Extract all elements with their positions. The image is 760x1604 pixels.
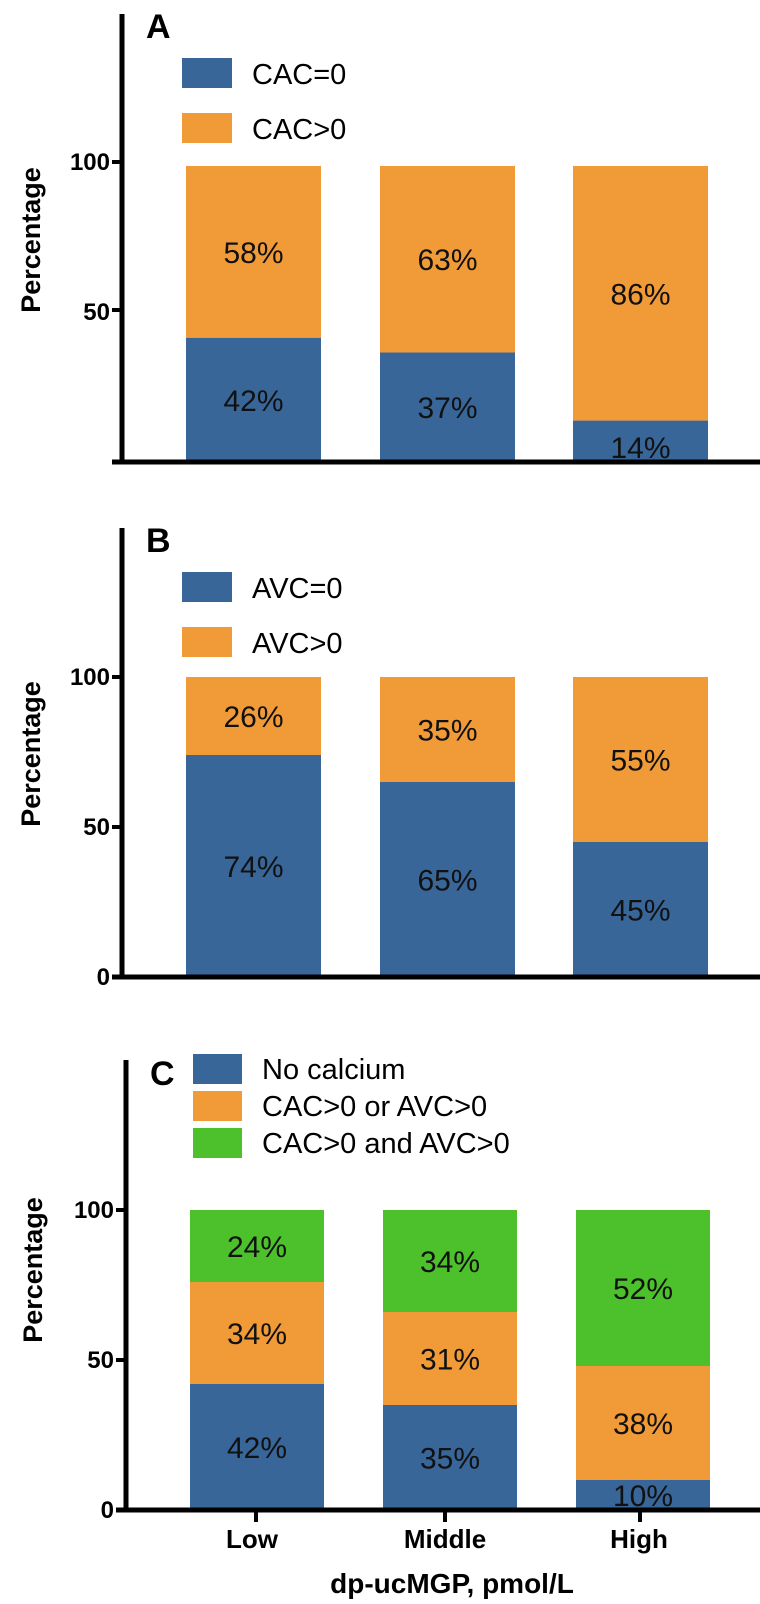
bar-label-high-avc-0: 45% (610, 895, 670, 928)
bar-label-low-avc-0: 26% (223, 701, 283, 734)
panel-b: B AVC=0 AVC>0 Percentage 100 50 0 74% 26%… (16, 522, 760, 991)
bar-low-cac-0-and-avc-0 (190, 1210, 324, 1282)
panel-b-ylabel: Percentage (16, 681, 46, 827)
legend-swatch-cac-and-avc (193, 1128, 242, 1158)
bar-middle-cac-0 (380, 166, 515, 353)
panel-a-letter: A (146, 8, 171, 46)
legend-label-cac-and-avc: CAC>0 and AVC>0 (262, 1128, 510, 1160)
legend-swatch-cac-0 (182, 58, 232, 88)
panel-c-ytick-50: 50 (87, 1347, 114, 1374)
panel-b-letter: B (146, 522, 171, 560)
panel-a-ylabel: Percentage (16, 167, 46, 313)
panel-b-ytick-0: 0 (97, 964, 110, 991)
bar-high-avc-0 (573, 842, 708, 977)
legend-label-cac-0: CAC=0 (252, 59, 346, 91)
panel-c: C No calcium CAC>0 or AVC>0 CAC>0 and AV… (18, 1054, 760, 1599)
panel-c-xtick-high: High (610, 1524, 668, 1554)
bar-high-cac-0 (573, 166, 708, 421)
bar-middle-avc-0 (380, 782, 515, 977)
bar-label-middle-cac-0-and-avc-0: 34% (420, 1246, 480, 1279)
bar-low-no-calcium (190, 1384, 324, 1510)
legend-label-avc-0: AVC=0 (252, 573, 343, 605)
bar-label-middle-cac-0-or-avc-0: 31% (420, 1344, 480, 1377)
bar-high-cac-0-and-avc-0 (576, 1210, 710, 1366)
panel-a-legend: CAC=0 CAC>0 (182, 58, 346, 146)
legend-label-no-calcium: No calcium (262, 1054, 405, 1086)
bar-label-low-avc-0: 74% (223, 851, 283, 884)
panel-b-bars: 74% 26% 65% 35% 45% 55% (186, 677, 708, 977)
bar-label-middle-cac-0: 63% (417, 244, 477, 277)
panel-a: A CAC=0 CAC>0 Percentage 100 50 42% 58% 37… (16, 8, 760, 465)
bar-label-middle-cac-0: 37% (417, 392, 477, 425)
bar-middle-no-calcium (383, 1405, 517, 1510)
panel-c-letter: C (150, 1055, 175, 1093)
bar-label-low-no-calcium: 42% (227, 1432, 287, 1465)
bar-middle-cac-0-or-avc-0 (383, 1312, 517, 1405)
bar-label-high-cac-0-or-avc-0: 38% (613, 1408, 673, 1441)
bar-middle-cac-0-and-avc-0 (383, 1210, 517, 1312)
bar-label-middle-no-calcium: 35% (420, 1443, 480, 1476)
bar-label-low-cac-0-and-avc-0: 24% (227, 1231, 287, 1264)
bar-low-avc-0 (186, 677, 321, 755)
legend-swatch-cac-or-avc (193, 1091, 242, 1121)
panel-c-xtick-middle: Middle (404, 1524, 486, 1554)
bar-label-high-cac-0: 86% (610, 278, 670, 311)
bar-middle-avc-0 (380, 677, 515, 782)
bar-label-middle-avc-0: 65% (417, 865, 477, 898)
panel-a-ytick-100: 100 (70, 149, 110, 176)
bar-middle-cac-0 (380, 352, 515, 462)
bar-low-avc-0 (186, 755, 321, 977)
bar-low-cac-0 (186, 337, 321, 462)
bar-label-middle-avc-0: 35% (417, 715, 477, 748)
legend-swatch-no-calcium (193, 1054, 242, 1084)
bar-high-cac-0 (573, 420, 708, 462)
panel-c-legend: No calcium CAC>0 or AVC>0 CAC>0 and AVC>… (193, 1054, 510, 1160)
legend-label-cac-positive: CAC>0 (252, 114, 346, 146)
panel-c-xtick-low: Low (226, 1524, 279, 1554)
legend-label-avc-positive: AVC>0 (252, 628, 343, 660)
legend-swatch-avc-0 (182, 572, 232, 602)
legend-swatch-cac-positive (182, 113, 232, 143)
panel-c-ytick-100: 100 (74, 1197, 114, 1224)
legend-label-cac-or-avc: CAC>0 or AVC>0 (262, 1091, 487, 1123)
bar-high-no-calcium (576, 1480, 710, 1510)
panel-b-ytick-100: 100 (70, 664, 110, 691)
bar-low-cac-0-or-avc-0 (190, 1282, 324, 1384)
bar-high-cac-0-or-avc-0 (576, 1366, 710, 1480)
bar-label-low-cac-0: 42% (223, 385, 283, 418)
panel-a-bars: 42%58%37%63%14%86% (186, 166, 708, 465)
panel-b-legend: AVC=0 AVC>0 (182, 572, 343, 660)
panel-b-ytick-50: 50 (83, 814, 110, 841)
panel-a-ytick-50: 50 (83, 299, 110, 326)
bar-label-low-cac-0-or-avc-0: 34% (227, 1318, 287, 1351)
bar-low-cac-0 (186, 166, 321, 338)
panel-c-bars: 42%34%24%35%31%34%10%38%52% (190, 1210, 710, 1513)
bar-label-low-cac-0: 58% (223, 237, 283, 270)
bar-high-avc-0 (573, 677, 708, 842)
panel-c-xlabel: dp-ucMGP, pmol/L (330, 1568, 574, 1599)
legend-swatch-avc-positive (182, 627, 232, 657)
panel-c-ylabel: Percentage (18, 1197, 48, 1343)
panel-c-ytick-0: 0 (101, 1497, 114, 1524)
bar-label-high-avc-0: 55% (610, 745, 670, 778)
bar-label-high-cac-0-and-avc-0: 52% (613, 1273, 673, 1306)
